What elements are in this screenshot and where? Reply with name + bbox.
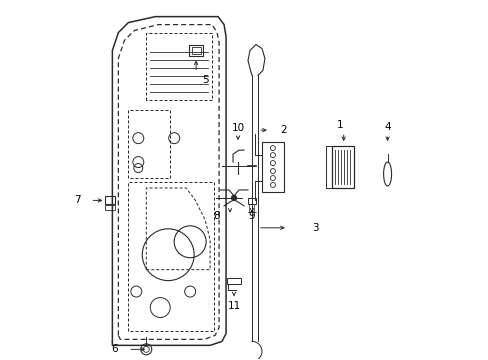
Bar — [247, 198, 255, 204]
Bar — [331, 146, 353, 188]
Text: 11: 11 — [227, 301, 240, 311]
Text: 6: 6 — [111, 345, 118, 354]
Text: 4: 4 — [384, 122, 390, 132]
Text: 10: 10 — [231, 123, 244, 133]
Bar — [105, 196, 115, 204]
Bar — [191, 47, 200, 54]
Text: 2: 2 — [279, 125, 286, 135]
Bar — [226, 278, 241, 284]
Text: 8: 8 — [213, 211, 220, 221]
Bar — [189, 45, 203, 56]
Text: 5: 5 — [202, 75, 208, 85]
Text: 9: 9 — [248, 211, 255, 221]
Bar — [262, 142, 284, 192]
Text: 3: 3 — [311, 223, 318, 233]
Text: 1: 1 — [336, 120, 343, 130]
Circle shape — [231, 195, 236, 201]
Text: 7: 7 — [74, 195, 81, 206]
Bar — [105, 204, 115, 210]
